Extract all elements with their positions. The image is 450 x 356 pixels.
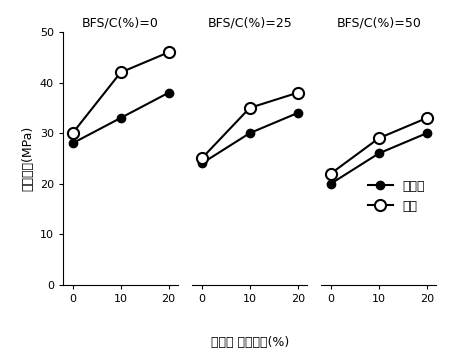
규사: [70, 131, 75, 135]
Y-axis label: 압축강도(MPa): 압축강도(MPa): [21, 126, 34, 191]
규사: [118, 70, 123, 75]
Title: BFS/C(%)=25: BFS/C(%)=25: [207, 16, 292, 30]
규사: [376, 136, 382, 140]
표준사: [70, 141, 75, 145]
Line: 규사: 규사: [325, 112, 432, 179]
표준사: [199, 161, 204, 166]
표준사: [424, 131, 430, 135]
표준사: [247, 131, 252, 135]
Line: 규사: 규사: [196, 87, 303, 164]
규사: [247, 106, 252, 110]
표준사: [376, 151, 382, 156]
규사: [295, 90, 301, 95]
표준사: [295, 111, 301, 115]
규사: [328, 172, 333, 176]
표준사: [118, 116, 123, 120]
Title: BFS/C(%)=0: BFS/C(%)=0: [82, 16, 159, 30]
규사: [199, 156, 204, 161]
Line: 표준사: 표준사: [327, 129, 431, 188]
규사: [424, 116, 430, 120]
Line: 표준사: 표준사: [68, 89, 173, 147]
표준사: [328, 182, 333, 186]
Line: 규사: 규사: [67, 47, 174, 139]
Legend: 표준사, 규사: 표준사, 규사: [363, 174, 430, 218]
Line: 표준사: 표준사: [198, 109, 302, 168]
표준사: [166, 90, 171, 95]
Text: 폴리머 결합재비(%): 폴리머 결합재비(%): [211, 336, 289, 349]
규사: [166, 50, 171, 54]
Title: BFS/C(%)=50: BFS/C(%)=50: [337, 16, 421, 30]
